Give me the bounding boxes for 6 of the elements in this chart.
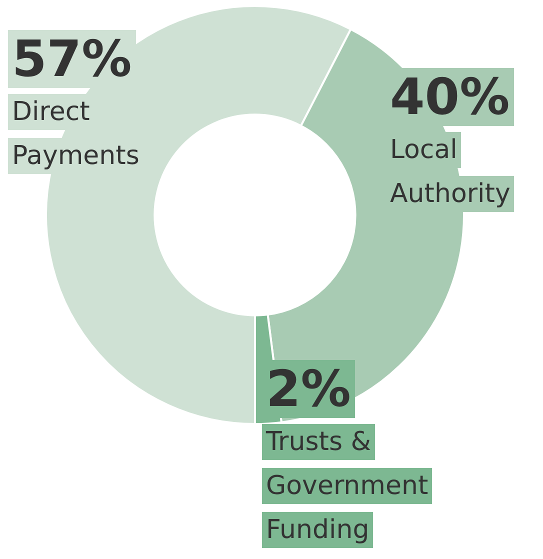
data-label: 40% bbox=[386, 68, 514, 126]
data-label: 57% bbox=[8, 30, 136, 88]
legend-label: Direct Payments bbox=[8, 94, 144, 174]
data-label: 2% bbox=[262, 360, 355, 418]
legend-label: Local Authority bbox=[386, 132, 514, 212]
legend-label: Trusts & Government Funding bbox=[262, 424, 432, 548]
